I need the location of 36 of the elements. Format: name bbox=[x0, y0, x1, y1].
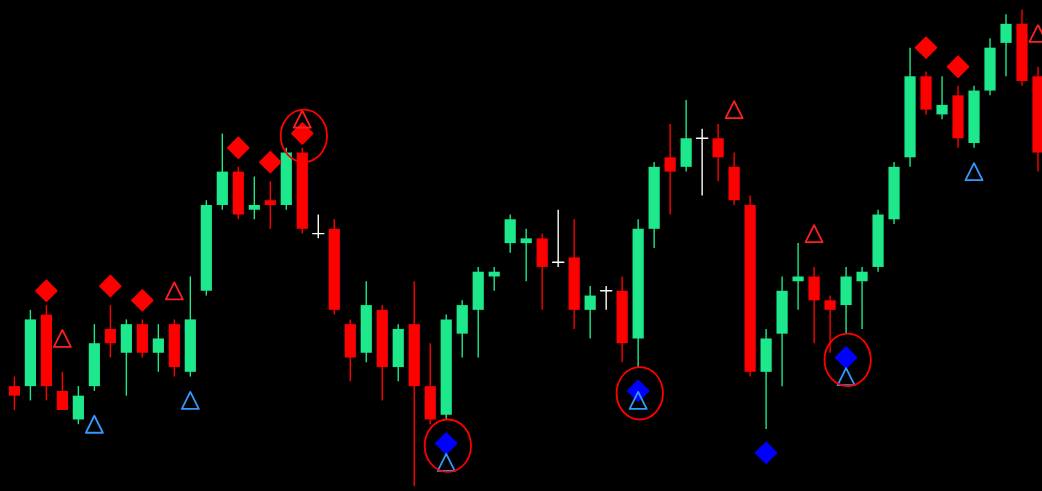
point bbox=[164, 281, 184, 301]
candlestick bbox=[584, 285, 596, 340]
point bbox=[724, 100, 744, 120]
candlestick bbox=[808, 266, 820, 344]
candlestick bbox=[551, 209, 565, 268]
point bbox=[35, 279, 58, 302]
candlestick bbox=[856, 266, 868, 330]
point bbox=[227, 136, 250, 159]
point bbox=[52, 329, 72, 348]
candlestick bbox=[248, 175, 260, 220]
candlestick bbox=[1000, 13, 1012, 77]
point bbox=[436, 452, 456, 472]
candlestick bbox=[504, 213, 516, 254]
candlestick bbox=[8, 375, 20, 411]
point bbox=[292, 109, 312, 129]
candlestick bbox=[152, 323, 164, 373]
point bbox=[84, 414, 104, 434]
point bbox=[259, 150, 282, 174]
point bbox=[836, 367, 856, 387]
point bbox=[131, 289, 154, 312]
point bbox=[804, 224, 824, 243]
point bbox=[946, 55, 970, 78]
candlestick bbox=[520, 228, 532, 282]
point bbox=[964, 162, 984, 182]
point bbox=[914, 36, 938, 59]
candlestick bbox=[104, 304, 116, 359]
point bbox=[180, 391, 200, 410]
candlestick bbox=[664, 123, 676, 216]
candlestick bbox=[72, 385, 84, 425]
point bbox=[99, 274, 122, 298]
candlestick bbox=[264, 180, 276, 230]
candlestick bbox=[712, 123, 724, 182]
candlestick bbox=[792, 242, 804, 311]
candlestick bbox=[936, 75, 948, 120]
candlestick bbox=[56, 371, 68, 411]
point bbox=[754, 441, 778, 465]
